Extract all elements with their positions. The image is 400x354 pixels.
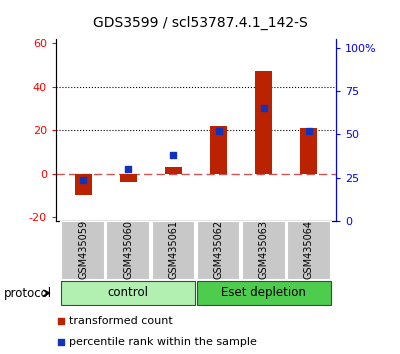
Bar	[255, 72, 272, 173]
Text: protocol: protocol	[4, 287, 52, 300]
Point	[306, 128, 312, 134]
Text: GSM435064: GSM435064	[304, 220, 314, 279]
Bar	[61, 281, 195, 305]
Text: control: control	[108, 286, 149, 299]
Text: GDS3599 / scl53787.4.1_142-S: GDS3599 / scl53787.4.1_142-S	[93, 16, 307, 30]
Text: GSM435062: GSM435062	[214, 220, 224, 279]
Text: GSM435061: GSM435061	[168, 220, 178, 279]
Bar	[74, 173, 92, 195]
Text: Eset depletion: Eset depletion	[221, 286, 306, 299]
Bar	[287, 221, 331, 280]
Point	[80, 177, 86, 182]
Bar	[120, 173, 137, 182]
Bar	[197, 221, 240, 280]
Text: GSM435059: GSM435059	[78, 220, 88, 279]
Text: GSM435060: GSM435060	[123, 220, 133, 279]
Point	[170, 153, 177, 158]
Bar	[165, 167, 182, 173]
Point	[58, 318, 64, 324]
Text: transformed count: transformed count	[69, 316, 172, 326]
Text: GSM435063: GSM435063	[259, 220, 269, 279]
Bar	[197, 281, 331, 305]
Point	[125, 166, 132, 172]
Point	[215, 128, 222, 134]
Bar	[152, 221, 195, 280]
Bar	[300, 128, 318, 173]
Bar	[242, 221, 286, 280]
Bar	[106, 221, 150, 280]
Point	[260, 105, 267, 111]
Point	[58, 339, 64, 344]
Bar	[210, 126, 227, 173]
Text: percentile rank within the sample: percentile rank within the sample	[69, 337, 256, 347]
Bar	[61, 221, 105, 280]
